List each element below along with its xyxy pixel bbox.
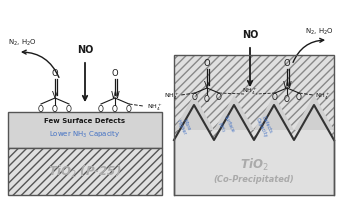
Text: (Co-Precipitated): (Co-Precipitated) bbox=[214, 176, 294, 184]
Text: O: O bbox=[284, 95, 290, 104]
Text: NH$_4^+$: NH$_4^+$ bbox=[315, 92, 330, 102]
Text: More
Higher: More Higher bbox=[176, 116, 192, 136]
Text: O: O bbox=[52, 106, 58, 114]
Bar bbox=[8, 148, 162, 195]
Text: O: O bbox=[112, 106, 118, 114]
Text: O: O bbox=[192, 94, 198, 102]
Text: V: V bbox=[52, 90, 58, 99]
Text: Few Surface Defects: Few Surface Defects bbox=[44, 118, 125, 124]
Text: Surface
NH$_3$: Surface NH$_3$ bbox=[213, 114, 235, 138]
Bar bbox=[8, 112, 162, 148]
Bar bbox=[174, 55, 334, 195]
Text: W: W bbox=[111, 90, 119, 99]
Text: NO: NO bbox=[77, 45, 93, 55]
Text: O: O bbox=[38, 104, 44, 114]
Text: O: O bbox=[66, 104, 72, 114]
Polygon shape bbox=[174, 105, 334, 195]
Text: O: O bbox=[204, 95, 210, 104]
Text: TiO$_2$: TiO$_2$ bbox=[240, 157, 268, 173]
Text: O: O bbox=[204, 60, 210, 68]
Polygon shape bbox=[174, 95, 334, 130]
Text: V: V bbox=[204, 80, 210, 90]
Text: N$_2$, H$_2$O: N$_2$, H$_2$O bbox=[8, 38, 37, 48]
Text: TiO$_2$ (P-25): TiO$_2$ (P-25) bbox=[48, 164, 122, 180]
Text: O: O bbox=[112, 70, 118, 78]
Text: N$_2$, H$_2$O: N$_2$, H$_2$O bbox=[305, 27, 334, 37]
Text: W: W bbox=[283, 80, 292, 90]
Bar bbox=[174, 55, 334, 195]
Text: O: O bbox=[98, 104, 104, 114]
Text: O: O bbox=[272, 94, 278, 102]
Text: Lower NH$_3$ Capacity: Lower NH$_3$ Capacity bbox=[49, 130, 121, 140]
Text: O: O bbox=[284, 60, 290, 68]
Text: O: O bbox=[296, 94, 302, 102]
Text: NH$_4^+$: NH$_4^+$ bbox=[242, 87, 258, 97]
Text: O: O bbox=[216, 94, 222, 102]
Text: Defects
Capacity: Defects Capacity bbox=[255, 114, 274, 138]
Text: NH$_4^+$: NH$_4^+$ bbox=[147, 103, 162, 113]
Text: NO: NO bbox=[242, 30, 258, 40]
Text: O: O bbox=[126, 104, 132, 114]
Text: NH$_4^+$: NH$_4^+$ bbox=[164, 92, 179, 102]
Text: O: O bbox=[52, 70, 58, 78]
